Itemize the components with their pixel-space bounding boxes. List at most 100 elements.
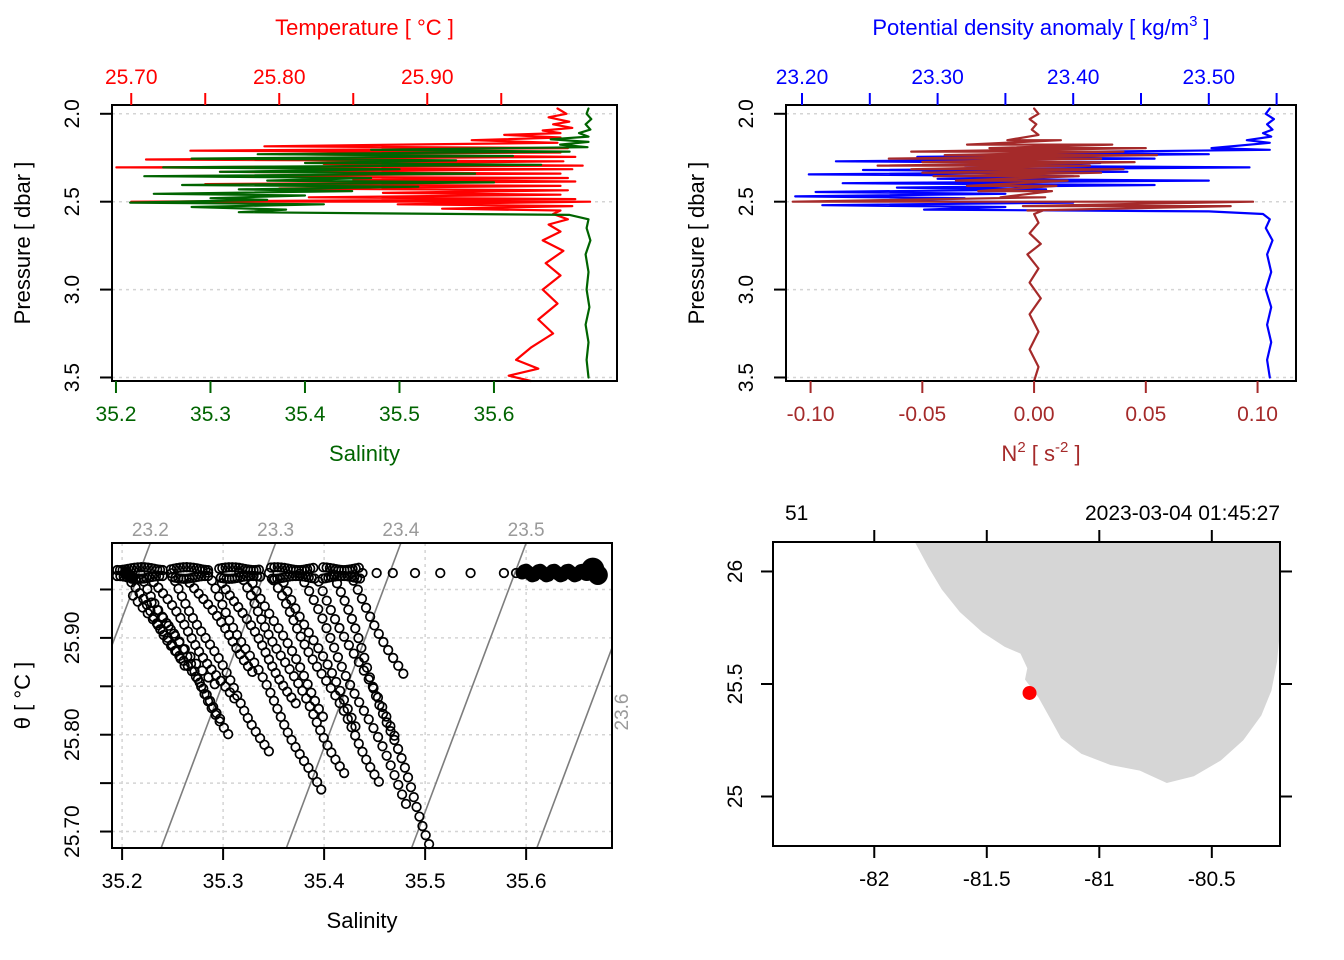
scatter-point	[377, 708, 389, 719]
scatter-point	[358, 665, 370, 676]
tick-label-bottom: 35.3	[190, 403, 231, 426]
scatter-point	[220, 562, 231, 573]
scatter-point	[253, 564, 265, 575]
isopycnal-label: 23.5	[508, 520, 545, 541]
scatter-point	[286, 645, 298, 657]
scatter-point	[372, 731, 384, 743]
scatter-point	[264, 608, 275, 619]
tick-label-bottom: 0.10	[1237, 403, 1278, 426]
tick-label-bottom: 0.00	[1014, 403, 1055, 426]
scatter-point	[291, 653, 302, 665]
tick-label-latitude: 25	[724, 785, 747, 808]
scatter-point	[364, 672, 376, 683]
scatter-point	[325, 682, 336, 694]
tick-label-top: 23.30	[911, 66, 964, 89]
scatter-point	[346, 613, 358, 625]
scatter-point	[313, 703, 324, 715]
tick-label-left: 2.5	[61, 187, 84, 216]
scatter-point	[321, 623, 332, 634]
tick-label-bottom: 35.4	[285, 403, 326, 426]
isopycnal-label: 23.6	[612, 694, 633, 731]
series-salinity	[129, 107, 593, 379]
scatter-point	[328, 642, 340, 653]
scatter-point	[339, 595, 350, 606]
scatter-point	[354, 573, 366, 584]
tick-label-latitude: 25.5	[724, 664, 747, 705]
scatter-point	[352, 584, 363, 595]
scatter-point	[290, 603, 301, 614]
tick-label-left: 2.5	[735, 187, 758, 216]
scatter-point	[223, 729, 234, 740]
blob-point	[587, 564, 608, 585]
scatter-point	[356, 593, 368, 604]
scatter-point	[197, 665, 208, 676]
tick-label-bottom: 35.5	[405, 870, 446, 893]
scatter-point	[338, 694, 350, 706]
scatter-point	[294, 662, 306, 673]
scatter-point	[350, 730, 361, 741]
scatter-point	[348, 648, 359, 659]
scatter-point	[290, 698, 301, 709]
scatter-point	[299, 639, 310, 650]
scatter-point	[332, 652, 344, 663]
scatter-point	[340, 670, 351, 682]
tick-label-latitude: 26	[724, 560, 747, 583]
scatter-point	[360, 602, 372, 613]
scatter-point	[358, 705, 370, 716]
scatter-point	[309, 695, 321, 707]
scatter-point	[278, 577, 289, 588]
scatter-point	[330, 676, 342, 688]
scatter-point	[321, 675, 332, 687]
tick-label-bottom: 35.6	[474, 403, 515, 426]
scatter-point	[353, 632, 364, 644]
scatter-point	[157, 612, 169, 624]
scatter-point	[202, 599, 214, 610]
scatter-point	[157, 588, 169, 599]
scatter-point	[294, 568, 305, 579]
scatter-point	[255, 593, 266, 604]
scatter-point	[357, 567, 368, 579]
scatter-point	[373, 628, 384, 640]
scatter-point	[373, 776, 384, 787]
scatter-point	[385, 760, 396, 771]
scatter-point	[374, 699, 385, 711]
scatter-point	[329, 614, 341, 625]
scatter-point	[268, 575, 279, 586]
scatter-point	[157, 626, 168, 637]
scatter-point	[303, 585, 315, 597]
scatter-point	[206, 575, 218, 586]
scatter-point	[191, 658, 202, 669]
scatter-point	[342, 703, 353, 715]
scatter-point	[317, 651, 329, 662]
tick-label-bottom: 35.2	[102, 870, 143, 893]
scatter-point	[257, 672, 268, 683]
scatter-point	[325, 632, 336, 644]
tick-label-left: 3.5	[61, 363, 84, 392]
scatter-point	[142, 608, 153, 619]
scatter-point	[249, 657, 260, 668]
scatter-point	[369, 620, 380, 631]
scatter-point	[229, 693, 240, 704]
scatter-point	[178, 562, 189, 573]
station-timestamp: 2023-03-04 01:45:27	[1085, 502, 1280, 525]
tick-label-top: 25.80	[253, 66, 306, 89]
tick-label-bottom: 35.4	[304, 870, 345, 893]
scatter-point	[227, 562, 238, 573]
scatter-point	[389, 734, 400, 746]
axis-title-top: Temperature [ °C ]	[275, 15, 454, 40]
scatter-point	[378, 636, 389, 648]
scatter-point	[396, 789, 408, 800]
scatter-point	[251, 585, 262, 597]
scatter-point	[157, 570, 168, 582]
tick-label-left: 25.80	[61, 708, 84, 761]
scatter-point	[361, 754, 372, 765]
scatter-point	[132, 596, 143, 607]
scatter-point	[334, 622, 345, 634]
map-area	[914, 542, 1280, 783]
scatter-point	[303, 627, 314, 638]
scatter-point	[393, 779, 404, 791]
scatter-point	[207, 604, 218, 616]
scatter-point	[388, 652, 399, 664]
